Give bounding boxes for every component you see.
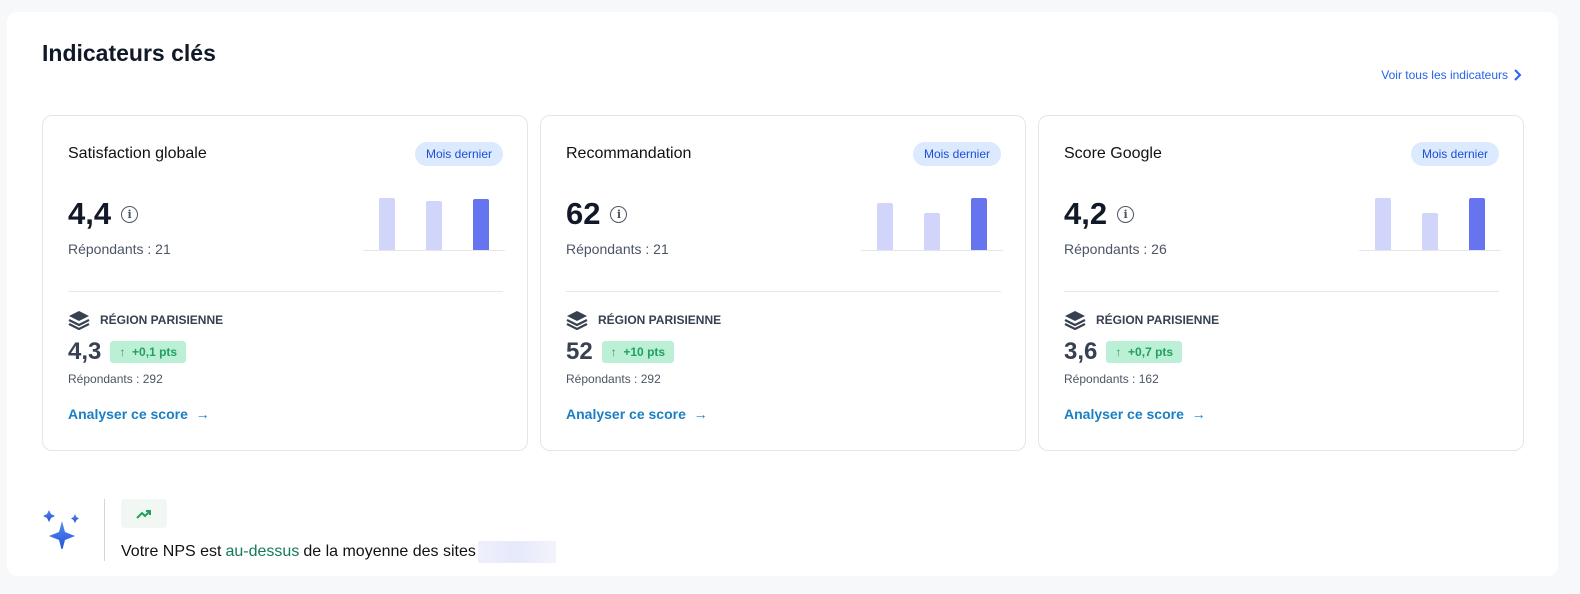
region-respondents: Répondants : 292 [566, 372, 661, 386]
arrow-right-icon: → [693, 406, 708, 422]
delta-value: +10 pts [623, 345, 666, 359]
region-label: RÉGION PARISIENNE [1064, 310, 1219, 330]
region-value: 3,6 [1064, 338, 1098, 365]
info-icon[interactable]: i [610, 205, 628, 223]
arrow-up-icon: ↑ [119, 345, 126, 359]
chart-bar [1422, 212, 1438, 250]
insight-block: Votre NPS est au-dessus de la moyenne de… [42, 499, 556, 563]
arrow-up-icon: ↑ [610, 345, 617, 359]
region-score: 3,6 ↑ +0,7 pts [1064, 338, 1183, 366]
analyse-label: Analyser ce score [566, 406, 686, 422]
divider [68, 291, 503, 292]
delta-value: +0,1 pts [132, 345, 178, 359]
region-name: RÉGION PARISIENNE [598, 313, 722, 327]
respondents: Répondants : 26 [1064, 241, 1167, 257]
delta-badge: ↑ +10 pts [601, 341, 675, 363]
insight-highlight: au-dessus [225, 543, 300, 560]
chart-bar [877, 202, 893, 250]
chevron-right-icon [1514, 69, 1522, 81]
score-value: 62 i [566, 196, 628, 232]
period-badge[interactable]: Mois dernier [912, 142, 1001, 166]
region-score: 52 ↑ +10 pts [566, 338, 675, 366]
chart-bar [473, 199, 489, 250]
region-value: 4,3 [68, 338, 102, 365]
layers-icon [566, 311, 588, 330]
chart-bar [1469, 198, 1485, 250]
chart-bar [924, 212, 940, 250]
region-name: RÉGION PARISIENNE [1096, 313, 1220, 327]
score-value: 4,2 i [1064, 196, 1135, 232]
score-number: 62 [566, 196, 601, 231]
analyse-score-link[interactable]: Analyser ce score → [566, 406, 708, 422]
region-label: RÉGION PARISIENNE [566, 310, 721, 330]
key-indicators-panel: Indicateurs clés Voir tous les indicateu… [7, 12, 1558, 576]
analyse-score-link[interactable]: Analyser ce score → [1064, 406, 1206, 422]
period-badge[interactable]: Mois dernier [414, 142, 503, 166]
respondents: Répondants : 21 [566, 241, 669, 257]
insight-before: Votre NPS est [121, 543, 222, 560]
insight-text: Votre NPS est au-dessus de la moyenne de… [121, 541, 556, 563]
respondents: Répondants : 21 [68, 241, 171, 257]
trending-up-icon [136, 509, 151, 519]
indicator-card: Recommandation Mois dernier 62 i Répondan… [540, 115, 1026, 451]
card-title: Score Google [1064, 145, 1162, 162]
delta-value: +0,7 pts [1128, 345, 1174, 359]
page-title: Indicateurs clés [42, 40, 216, 66]
score-number: 4,2 [1064, 196, 1108, 231]
see-all-indicators-link[interactable]: Voir tous les indicateurs [1381, 68, 1522, 82]
mini-bar-chart [1359, 196, 1501, 251]
card-title: Recommandation [566, 145, 692, 162]
region-label: RÉGION PARISIENNE [68, 310, 223, 330]
mini-bar-chart [363, 196, 505, 251]
delta-badge: ↑ +0,7 pts [1106, 341, 1183, 363]
arrow-up-icon: ↑ [1115, 345, 1122, 359]
score-value: 4,4 i [68, 196, 139, 232]
region-value: 52 [566, 338, 593, 365]
score-number: 4,4 [68, 196, 112, 231]
delta-badge: ↑ +0,1 pts [110, 341, 187, 363]
info-icon[interactable]: i [121, 205, 139, 223]
arrow-right-icon: → [195, 406, 210, 422]
divider [566, 291, 1001, 292]
period-badge[interactable]: Mois dernier [1410, 142, 1499, 166]
analyse-score-link[interactable]: Analyser ce score → [68, 406, 210, 422]
region-score: 4,3 ↑ +0,1 pts [68, 338, 187, 366]
region-name: RÉGION PARISIENNE [100, 313, 224, 327]
redacted-text [477, 541, 556, 563]
card-title: Satisfaction globale [68, 145, 207, 162]
arrow-right-icon: → [1191, 406, 1206, 422]
mini-bar-chart [861, 196, 1003, 251]
trend-badge [121, 499, 167, 528]
region-respondents: Répondants : 292 [68, 372, 163, 386]
layers-icon [68, 311, 90, 330]
indicator-card: Score Google Mois dernier 4,2 i Répondant… [1038, 115, 1524, 451]
analyse-label: Analyser ce score [1064, 406, 1184, 422]
chart-bar [379, 198, 395, 250]
region-respondents: Répondants : 162 [1064, 372, 1159, 386]
see-all-label: Voir tous les indicateurs [1381, 68, 1508, 82]
chart-bar [971, 198, 987, 250]
chart-bar [426, 200, 442, 250]
insight-after: de la moyenne des sites [303, 543, 476, 560]
divider [104, 499, 105, 561]
indicator-card: Satisfaction globale Mois dernier 4,4 i R… [42, 115, 528, 451]
layers-icon [1064, 311, 1086, 330]
analyse-label: Analyser ce score [68, 406, 188, 422]
divider [1064, 291, 1499, 292]
chart-bar [1375, 198, 1391, 250]
sparkles-icon [43, 510, 79, 549]
info-icon[interactable]: i [1117, 205, 1135, 223]
